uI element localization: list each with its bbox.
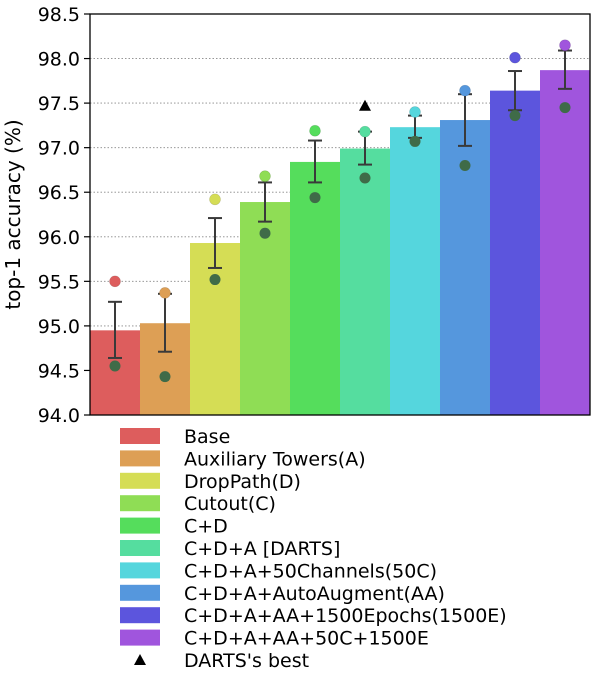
run-point-high-3 <box>209 193 221 206</box>
run-point-low-1 <box>109 360 121 372</box>
legend-label-9: C+D+A+AA+1500Epochs(1500E) <box>184 605 507 627</box>
run-point-high-1 <box>109 275 121 288</box>
bar-10 <box>540 70 590 415</box>
legend-swatch-9 <box>120 607 160 624</box>
y-tick-label: 94.0 <box>38 405 80 427</box>
legend-swatch-7 <box>120 562 160 579</box>
y-axis-label: top-1 accuracy (%) <box>1 119 25 309</box>
y-tick-label: 96.0 <box>38 227 80 249</box>
bars-group <box>90 70 590 415</box>
legend-label-8: C+D+A+AutoAugment(AA) <box>184 583 445 605</box>
bar-5 <box>290 161 340 415</box>
y-tick-label: 98.5 <box>38 4 80 26</box>
y-tick-label: 94.5 <box>38 360 80 382</box>
run-point-high-4 <box>259 170 271 182</box>
legend-label-6: C+D+A [DARTS] <box>184 538 340 560</box>
run-point-low-10 <box>559 102 571 114</box>
run-point-low-4 <box>259 227 271 239</box>
y-tick-label: 96.5 <box>38 182 80 204</box>
run-point-low-3 <box>209 274 221 286</box>
legend-swatch-4 <box>120 495 160 512</box>
legend-darts-best-marker <box>134 654 146 665</box>
y-tick-label: 95.5 <box>38 271 80 293</box>
bar-6 <box>340 148 390 415</box>
run-points-group <box>109 39 571 383</box>
y-tick-label: 97.0 <box>38 138 80 160</box>
run-point-low-6 <box>359 172 371 184</box>
legend-label-5: C+D <box>184 516 228 538</box>
y-axis: 94.0 94.5 95.0 95.5 96.0 96.5 97.0 97.5 98.0 98.5 <box>38 4 90 427</box>
legend-swatch-8 <box>120 584 160 601</box>
plot-frame <box>89 13 591 416</box>
legend-swatch-6 <box>120 540 160 556</box>
run-point-low-8 <box>459 159 471 171</box>
legend-swatch-5 <box>120 517 160 534</box>
legend-label-4: Cutout(C) <box>184 493 276 515</box>
legend-label-11: DARTS's best <box>184 650 309 672</box>
run-point-low-5 <box>309 192 321 204</box>
y-tick-label: 98.0 <box>38 49 80 71</box>
bar-3 <box>190 243 240 415</box>
legend-swatch-10 <box>120 629 160 646</box>
bar-9 <box>490 90 540 415</box>
run-point-high-10 <box>559 39 571 51</box>
legend-label-3: DropPath(D) <box>184 471 301 493</box>
run-point-high-7 <box>409 106 421 118</box>
legend-label-10: C+D+A+AA+50C+1500E <box>184 628 429 650</box>
legend-label-1: Base <box>184 426 230 448</box>
run-point-high-6 <box>359 125 371 138</box>
run-point-low-9 <box>509 110 521 122</box>
run-point-high-9 <box>509 51 521 64</box>
run-point-high-8 <box>459 84 471 97</box>
run-point-high-2 <box>159 287 171 299</box>
legend-label-2: Auxiliary Towers(A) <box>184 448 366 470</box>
legend-swatch-2 <box>120 450 160 467</box>
legend-label-7: C+D+A+50Channels(50C) <box>184 560 437 582</box>
y-tick-label: 97.5 <box>38 93 80 115</box>
bar-7 <box>390 127 440 415</box>
legend-swatch-3 <box>120 472 160 489</box>
run-point-high-5 <box>309 124 321 137</box>
legend-swatch-1 <box>120 428 160 444</box>
run-point-low-7 <box>409 135 421 147</box>
darts-best-marker <box>359 99 371 111</box>
run-point-low-2 <box>159 371 171 383</box>
y-tick-label: 95.0 <box>38 316 80 338</box>
